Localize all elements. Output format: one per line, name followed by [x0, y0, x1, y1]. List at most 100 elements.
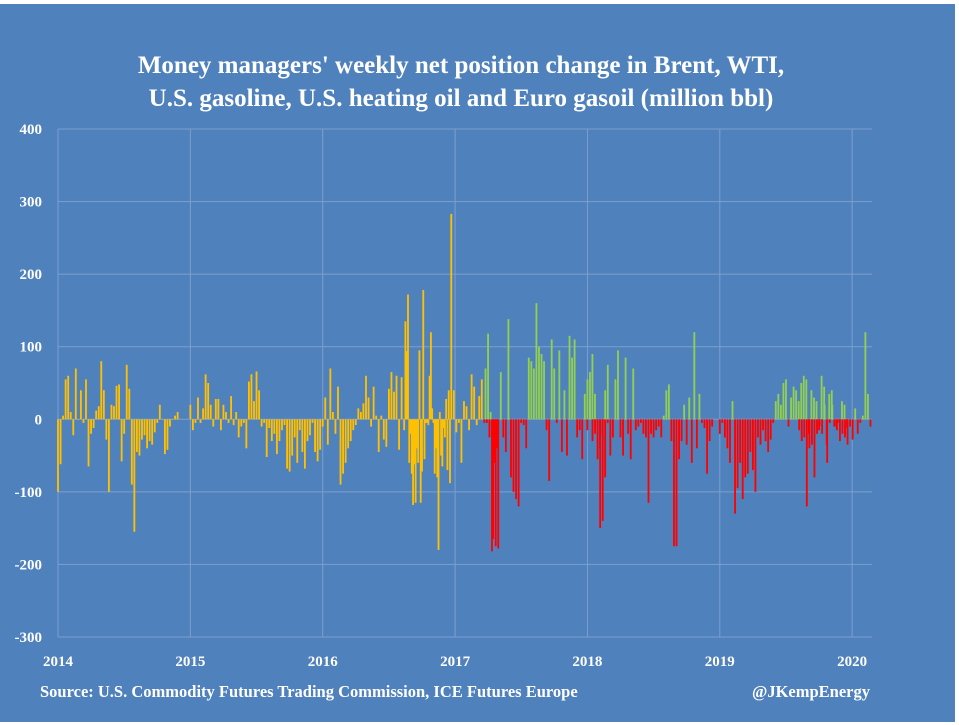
bar [250, 374, 253, 420]
bar [478, 396, 481, 420]
bar [445, 398, 448, 420]
bar [502, 419, 505, 438]
bar [470, 374, 473, 420]
bar [87, 419, 90, 467]
bar [281, 419, 283, 431]
x-tick-label: 2015 [175, 654, 205, 670]
y-axis-labels: 400 300 200 100 0 -100 -200 -300 [15, 122, 43, 646]
bar [465, 406, 468, 420]
bar [418, 350, 421, 420]
bar [764, 419, 767, 442]
bar [578, 419, 581, 431]
y-tick-label: -100 [15, 485, 43, 501]
bar [151, 419, 154, 445]
bar [161, 419, 164, 420]
bar [736, 419, 739, 489]
bar [660, 419, 663, 438]
bar [583, 393, 586, 420]
bar [449, 419, 451, 484]
bar [457, 419, 460, 423]
bar [212, 419, 215, 427]
bar [72, 419, 75, 436]
bar [395, 375, 398, 420]
bar [488, 419, 491, 438]
bar [120, 419, 123, 462]
bar [711, 419, 714, 427]
bar [156, 419, 159, 423]
bar [543, 361, 545, 420]
bar [441, 419, 444, 467]
bar [306, 419, 309, 442]
bar [723, 419, 726, 438]
bar [586, 379, 589, 420]
bar [820, 375, 823, 420]
bar [841, 419, 844, 434]
author-credit: @JKempEnergy [752, 682, 871, 701]
bar [772, 419, 775, 423]
bar [268, 419, 271, 428]
y-tick-label: 100 [20, 340, 43, 356]
bar [550, 339, 553, 420]
bar [390, 372, 393, 420]
bar [795, 390, 798, 420]
bar [199, 419, 202, 423]
bar [797, 401, 800, 420]
bar [314, 419, 316, 452]
bar [125, 364, 128, 420]
bar [673, 419, 675, 547]
bar [739, 419, 742, 463]
bar [675, 419, 678, 547]
bar [375, 415, 378, 420]
bar [706, 419, 708, 474]
bar [688, 397, 691, 420]
bar [594, 393, 596, 420]
bar [821, 419, 824, 434]
bar [403, 419, 406, 431]
bar [596, 419, 599, 460]
bar [428, 375, 431, 420]
bar [74, 368, 77, 420]
bar [344, 419, 347, 463]
bar [174, 415, 176, 420]
bar [237, 419, 240, 438]
bar [209, 404, 212, 420]
bar [683, 404, 686, 420]
bar [685, 419, 688, 445]
bar [746, 419, 749, 474]
bar [841, 401, 843, 420]
bar [836, 419, 839, 423]
bar [826, 419, 829, 463]
bar [309, 419, 311, 436]
bar [645, 419, 647, 438]
bar [409, 419, 412, 434]
bar [128, 388, 131, 420]
bar [512, 419, 515, 492]
bar [349, 419, 352, 442]
y-tick-label: 0 [35, 412, 43, 428]
bar [67, 375, 70, 420]
bar [828, 393, 831, 420]
bar [460, 419, 463, 463]
bar [690, 419, 693, 463]
bar [359, 412, 362, 420]
bar [169, 419, 171, 427]
bar [698, 393, 701, 420]
bar [757, 419, 759, 438]
bar [729, 419, 731, 463]
bar [148, 419, 151, 442]
bar [347, 419, 350, 449]
bar [823, 404, 826, 420]
bar [708, 419, 711, 442]
bar [64, 379, 67, 420]
bar [548, 419, 551, 481]
bar [273, 419, 276, 434]
bar [436, 419, 439, 478]
bar [123, 419, 126, 434]
bar [419, 419, 422, 503]
bar [586, 419, 589, 431]
bar [225, 412, 227, 420]
bar [433, 419, 436, 474]
bar [342, 419, 344, 474]
bar [326, 419, 329, 445]
bar [405, 351, 408, 420]
